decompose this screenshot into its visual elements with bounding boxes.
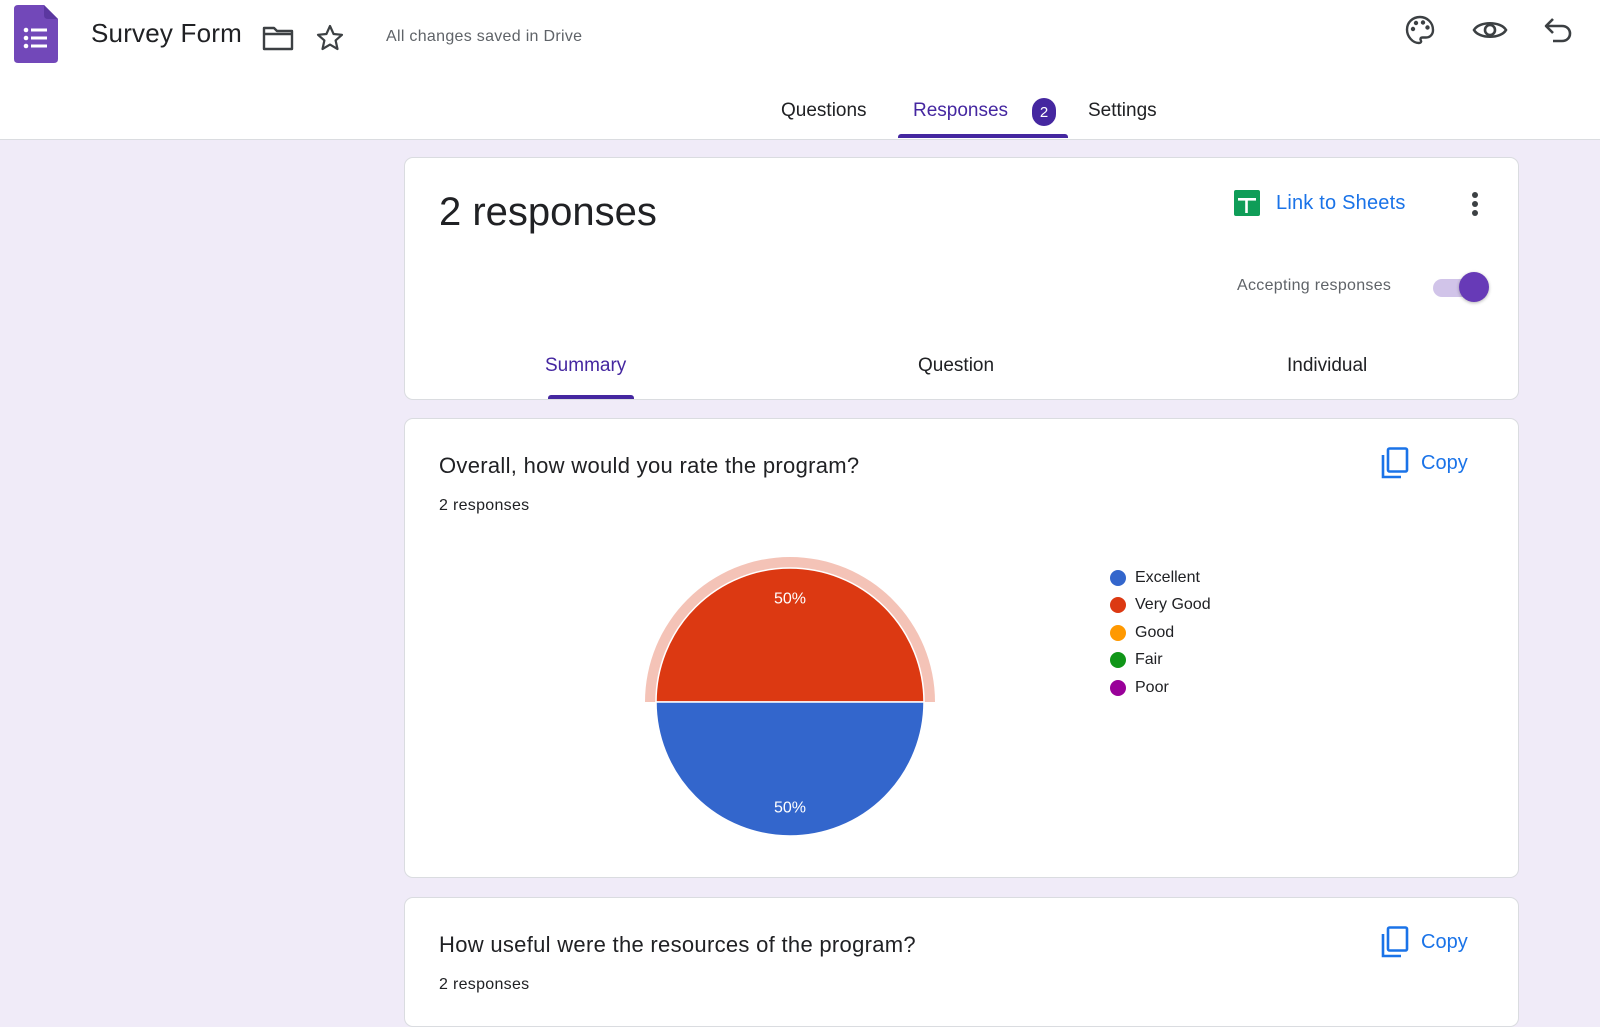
copy-icon <box>1381 447 1409 479</box>
undo-button[interactable] <box>1538 10 1578 50</box>
question-title: Overall, how would you rate the program? <box>439 453 860 478</box>
pie-slice-label: 50% <box>774 590 806 607</box>
legend-label: Good <box>1135 623 1175 641</box>
copy-chart-button[interactable]: Copy <box>1381 445 1468 481</box>
copy-label: Copy <box>1421 451 1468 474</box>
palette-icon <box>1405 15 1435 45</box>
link-to-sheets-label: Link to Sheets <box>1276 191 1406 214</box>
legend-label: Excellent <box>1135 568 1200 586</box>
legend-color-swatch <box>1110 569 1126 586</box>
active-tab-indicator <box>898 134 1068 138</box>
copy-label: Copy <box>1421 930 1468 953</box>
question-summary-card: Overall, how would you rate the program?… <box>404 418 1519 878</box>
pie-slice-label: 50% <box>774 800 806 817</box>
copy-icon <box>1381 926 1409 958</box>
legend-item[interactable]: Poor <box>1110 674 1211 702</box>
link-to-sheets-button[interactable]: Link to Sheets <box>1234 188 1406 218</box>
pie-slice-excellent[interactable] <box>655 701 925 837</box>
question-summary-card: How useful were the resources of the pro… <box>404 897 1519 1027</box>
chart-legend: Excellent Very Good Good Fair Poor <box>1110 564 1211 702</box>
active-subtab-indicator <box>548 395 634 399</box>
sheets-icon <box>1234 190 1260 216</box>
pie-slice-very-good[interactable] <box>655 567 925 703</box>
preview-button[interactable] <box>1468 10 1512 50</box>
folder-icon <box>262 26 294 51</box>
question-response-count: 2 responses <box>439 497 530 514</box>
tab-question[interactable]: Question <box>918 355 995 376</box>
legend-item[interactable]: Good <box>1110 619 1211 647</box>
copy-chart-button[interactable]: Copy <box>1381 924 1468 960</box>
legend-item[interactable]: Excellent <box>1110 564 1211 592</box>
customize-theme-button[interactable] <box>1400 10 1440 50</box>
undo-icon <box>1544 18 1572 43</box>
form-title[interactable]: Survey Form <box>91 18 243 48</box>
accepting-responses-label: Accepting responses <box>1237 277 1392 294</box>
tab-individual[interactable]: Individual <box>1287 355 1368 376</box>
legend-label: Poor <box>1135 678 1169 696</box>
pie-chart: 50% 50% <box>645 557 935 837</box>
more-vert-icon <box>1472 192 1478 216</box>
legend-label: Very Good <box>1135 596 1211 614</box>
eye-icon <box>1472 21 1508 39</box>
app-header: Survey Form All changes saved in Drive <box>0 0 1600 140</box>
question-response-count: 2 responses <box>439 976 530 993</box>
more-options-button[interactable] <box>1457 186 1493 222</box>
forms-logo-icon[interactable] <box>14 5 58 63</box>
responses-count-heading: 2 responses <box>439 190 657 234</box>
star-icon <box>316 24 344 51</box>
legend-item[interactable]: Fair <box>1110 647 1211 675</box>
legend-item[interactable]: Very Good <box>1110 592 1211 620</box>
star-button[interactable] <box>312 20 348 56</box>
tab-responses[interactable]: Responses <box>913 100 1009 121</box>
legend-color-swatch <box>1110 624 1126 641</box>
toggle-knob <box>1459 272 1489 302</box>
form-tabs: Questions Responses Settings <box>0 88 1600 138</box>
tab-summary[interactable]: Summary <box>545 355 627 376</box>
legend-color-swatch <box>1110 679 1126 696</box>
legend-label: Fair <box>1135 651 1163 669</box>
legend-color-swatch <box>1110 652 1126 669</box>
question-title: How useful were the resources of the pro… <box>439 932 916 957</box>
move-to-folder-button[interactable] <box>260 20 296 56</box>
accepting-responses-toggle[interactable] <box>1429 272 1489 304</box>
tab-questions[interactable]: Questions <box>781 100 867 121</box>
save-status: All changes saved in Drive <box>386 28 583 45</box>
legend-color-swatch <box>1110 597 1126 614</box>
tab-settings[interactable]: Settings <box>1088 100 1157 121</box>
responses-summary-card: 2 responses Link to Sheets Accepting res… <box>404 157 1519 400</box>
responses-count-badge: 2 <box>1032 98 1056 126</box>
